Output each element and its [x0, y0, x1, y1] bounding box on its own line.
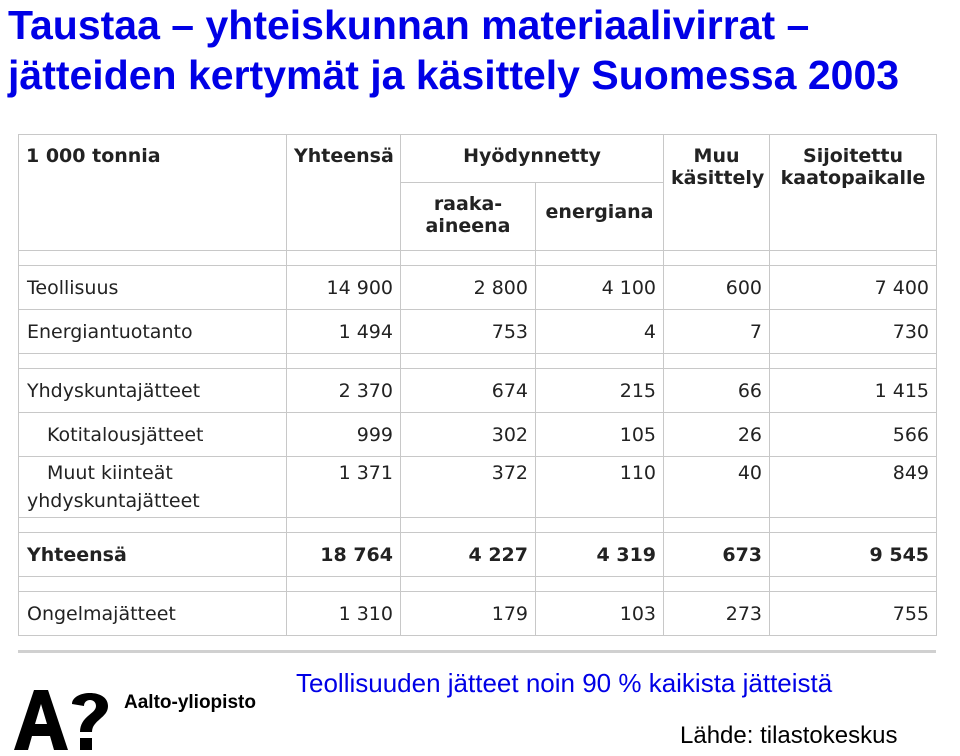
other-header-line-2: käsittely [671, 167, 765, 189]
total-header: Yhteensä [286, 134, 401, 251]
cell-total: 18 764 [286, 532, 401, 577]
source-text: Lähde: tilastokeskus [680, 722, 898, 749]
table-spacer [18, 576, 938, 592]
raw-material-header: raaka- aineena [400, 182, 536, 251]
cell-total: 999 [286, 412, 401, 457]
cell-raw: 179 [400, 591, 536, 636]
cell-landfill: 566 [769, 412, 938, 457]
row-label-line-2: yhdyskuntajätteet [27, 490, 200, 512]
title-line-1: Taustaa – yhteiskunnan materiaalivirrat … [8, 2, 810, 48]
page-title: Taustaa – yhteiskunnan materiaalivirrat … [8, 0, 899, 100]
row-label: Kotitalousjätteet [18, 412, 287, 457]
cell-raw: 4 227 [400, 532, 536, 577]
cell-landfill: 1 415 [769, 368, 938, 413]
cell-total: 2 370 [286, 368, 401, 413]
table-header-row: 1 000 tonnia Yhteensä Hyödynnetty Muu kä… [18, 134, 938, 251]
cell-other: 673 [663, 532, 771, 577]
table-subheader-row: raaka- aineena energiana [19, 182, 937, 251]
table-row: Muut kiinteät yhdyskuntajätteet 1 371 37… [18, 456, 938, 518]
cell-raw: 674 [400, 368, 536, 413]
cell-energy: 4 [534, 309, 665, 354]
cell-total: 1 371 [286, 456, 401, 518]
row-label: Energiantuotanto [18, 309, 287, 354]
table-row: Yhdyskuntajätteet 2 370 674 215 66 1 415 [18, 368, 938, 413]
unit-header: 1 000 tonnia [18, 134, 287, 251]
energy-header: energiana [534, 182, 665, 251]
table-row: Kotitalousjätteet 999 302 105 26 566 [18, 412, 938, 457]
cell-energy: 103 [534, 591, 665, 636]
table-spacer [18, 250, 938, 266]
cell-other: 273 [663, 591, 771, 636]
cell-other: 600 [663, 265, 771, 310]
row-label: Teollisuus [18, 265, 287, 310]
cell-energy: 4 100 [534, 265, 665, 310]
table-spacer [18, 517, 938, 533]
table-spacer [18, 353, 938, 369]
cell-landfill: 730 [769, 309, 938, 354]
cell-landfill: 849 [769, 456, 938, 518]
raw-header-line-1: raaka- [433, 193, 503, 215]
cell-raw: 372 [400, 456, 536, 518]
cell-other: 66 [663, 368, 771, 413]
cell-other: 40 [663, 456, 771, 518]
cell-raw: 302 [400, 412, 536, 457]
title-line-2: jätteiden kertymät ja käsittely Suomessa… [8, 52, 900, 98]
other-header-line-1: Muu [693, 145, 740, 167]
raw-header-line-2: aineena [425, 215, 511, 237]
cell-landfill: 7 400 [769, 265, 938, 310]
row-label: Yhteensä [18, 532, 287, 577]
waste-table: 1 000 tonnia Yhteensä Hyödynnetty Muu kä… [18, 134, 938, 636]
aalto-logo-icon [14, 690, 108, 750]
footer-divider [18, 650, 936, 653]
landfill-header-line-2: kaatopaikalle [780, 167, 926, 189]
cell-landfill: 9 545 [769, 532, 938, 577]
cell-total: 1 310 [286, 591, 401, 636]
other-treatment-header: Muu käsittely [663, 134, 771, 251]
landfill-header-line-1: Sijoitettu [803, 145, 903, 167]
table-row-total: Yhteensä 18 764 4 227 4 319 673 9 545 [18, 532, 938, 577]
row-label: Yhdyskuntajätteet [18, 368, 287, 413]
cell-energy: 4 319 [534, 532, 665, 577]
logo-text: Aalto-yliopisto [124, 692, 256, 713]
table-row: Ongelmajätteet 1 310 179 103 273 755 [18, 591, 938, 636]
cell-raw: 2 800 [400, 265, 536, 310]
table-row: Energiantuotanto 1 494 753 4 7 730 [18, 309, 938, 354]
cell-raw: 753 [400, 309, 536, 354]
utilized-header: Hyödynnetty [399, 134, 665, 183]
cell-other: 7 [663, 309, 771, 354]
cell-total: 14 900 [286, 265, 401, 310]
row-label: Ongelmajätteet [18, 591, 287, 636]
cell-energy: 105 [534, 412, 665, 457]
cell-energy: 215 [534, 368, 665, 413]
cell-energy: 110 [534, 456, 665, 518]
cell-total: 1 494 [286, 309, 401, 354]
table-row: Teollisuus 14 900 2 800 4 100 600 7 400 [18, 265, 938, 310]
row-label-line-1: Muut kiinteät [47, 462, 173, 484]
cell-landfill: 755 [769, 591, 938, 636]
row-label: Muut kiinteät yhdyskuntajätteet [18, 456, 287, 518]
cell-other: 26 [663, 412, 771, 457]
landfill-header: Sijoitettu kaatopaikalle [769, 134, 938, 251]
footnote-text: Teollisuuden jätteet noin 90 % kaikista … [296, 668, 833, 698]
